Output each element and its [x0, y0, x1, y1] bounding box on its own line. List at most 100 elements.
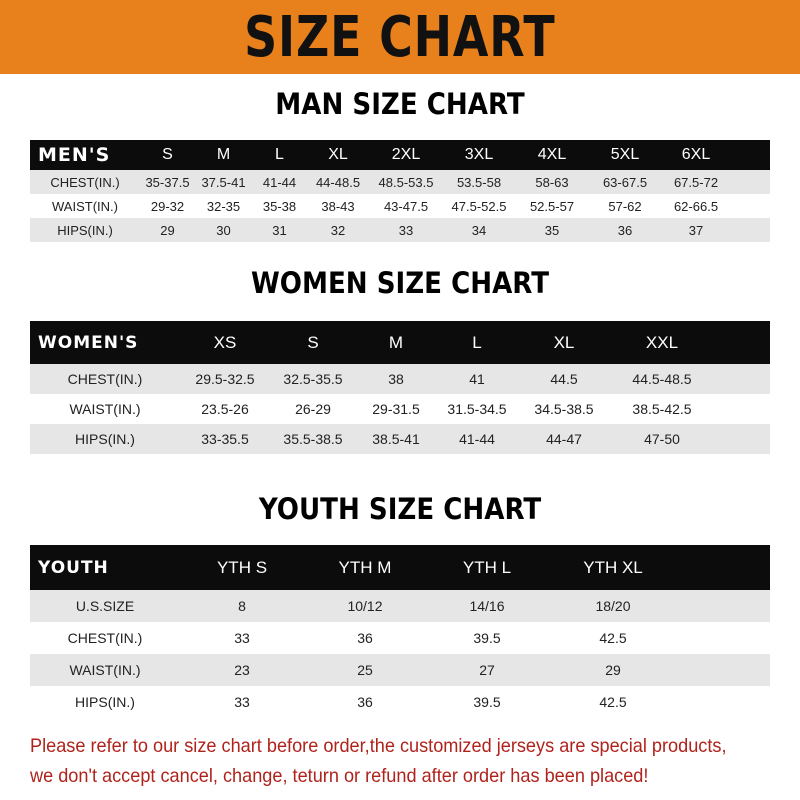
measure-value: 36: [304, 622, 426, 654]
measure-value: 29-32: [140, 194, 195, 218]
measure-value: 29.5-32.5: [180, 364, 270, 394]
measure-value: 53.5-58: [443, 170, 515, 194]
measure-value: 39.5: [426, 622, 548, 654]
measure-label: HIPS(IN.): [30, 424, 180, 454]
header-row: YOUTH YTH S YTH M YTH L YTH XL: [30, 545, 770, 590]
measure-value: 23: [180, 654, 304, 686]
size-header: YTH S: [180, 545, 304, 590]
measure-value: 27: [426, 654, 548, 686]
table-row: HIPS(IN.) 33 36 39.5 42.5: [30, 686, 770, 718]
measure-value: 30: [195, 218, 252, 242]
measure-value: 8: [180, 590, 304, 622]
row-spacer: [714, 364, 770, 394]
women-section-title: WOMEN SIZE CHART: [251, 266, 549, 300]
row-spacer: [714, 424, 770, 454]
header-row: WOMEN'S XS S M L XL XXL: [30, 321, 770, 364]
measure-value: 44.5: [518, 364, 610, 394]
measure-value: 23.5-26: [180, 394, 270, 424]
header-spacer: [731, 140, 770, 170]
measure-value: 39.5: [426, 686, 548, 718]
measure-label: HIPS(IN.): [30, 218, 140, 242]
size-header: M: [195, 140, 252, 170]
table-row: WAIST(IN.) 29-32 32-35 35-38 38-43 43-47.5 47.…: [30, 194, 770, 218]
table-row: HIPS(IN.) 29 30 31 32 33 34 35 36 37: [30, 218, 770, 242]
header-row: MEN'S S M L XL 2XL 3XL 4XL 5XL 6XL: [30, 140, 770, 170]
measure-value: 57-62: [589, 194, 661, 218]
measure-label: U.S.SIZE: [30, 590, 180, 622]
table-row: WAIST(IN.) 23 25 27 29: [30, 654, 770, 686]
measure-value: 62-66.5: [661, 194, 731, 218]
measure-value: 32: [307, 218, 369, 242]
measure-value: 41-44: [252, 170, 307, 194]
measure-value: 44-47: [518, 424, 610, 454]
row-spacer: [678, 590, 770, 622]
size-header: YTH L: [426, 545, 548, 590]
women-size-table: WOMEN'S XS S M L XL XXL CHEST(IN.) 29.5-32.5 32.5…: [30, 321, 770, 454]
measure-value: 14/16: [426, 590, 548, 622]
measure-value: 63-67.5: [589, 170, 661, 194]
size-header: S: [270, 321, 356, 364]
size-header: 6XL: [661, 140, 731, 170]
measure-value: 33-35.5: [180, 424, 270, 454]
measure-value: 36: [589, 218, 661, 242]
measure-value: 10/12: [304, 590, 426, 622]
measure-value: 52.5-57: [515, 194, 589, 218]
table-row: CHEST(IN.) 35-37.5 37.5-41 41-44 44-48.5 48.5…: [30, 170, 770, 194]
measure-value: 44-48.5: [307, 170, 369, 194]
measure-value: 26-29: [270, 394, 356, 424]
measure-value: 43-47.5: [369, 194, 443, 218]
measure-value: 42.5: [548, 622, 678, 654]
measure-value: 35.5-38.5: [270, 424, 356, 454]
size-header: XXL: [610, 321, 714, 364]
measure-value: 34.5-38.5: [518, 394, 610, 424]
measure-label: CHEST(IN.): [30, 364, 180, 394]
measure-value: 31: [252, 218, 307, 242]
youth-section-title: YOUTH SIZE CHART: [258, 492, 542, 526]
row-spacer: [731, 170, 770, 194]
measure-value: 36: [304, 686, 426, 718]
measure-value: 67.5-72: [661, 170, 731, 194]
table-row: HIPS(IN.) 33-35.5 35.5-38.5 38.5-41 41-44 44-…: [30, 424, 770, 454]
header-spacer: [714, 321, 770, 364]
measure-value: 33: [369, 218, 443, 242]
measure-value: 35: [515, 218, 589, 242]
measure-value: 37.5-41: [195, 170, 252, 194]
measure-value: 37: [661, 218, 731, 242]
size-header: 4XL: [515, 140, 589, 170]
measure-value: 31.5-34.5: [436, 394, 518, 424]
size-header: XS: [180, 321, 270, 364]
row-spacer: [678, 622, 770, 654]
row-spacer: [714, 394, 770, 424]
table-row: WAIST(IN.) 23.5-26 26-29 29-31.5 31.5-34.5 34…: [30, 394, 770, 424]
size-header: YTH M: [304, 545, 426, 590]
measure-value: 34: [443, 218, 515, 242]
measure-value: 18/20: [548, 590, 678, 622]
measure-label: CHEST(IN.): [30, 170, 140, 194]
size-header: S: [140, 140, 195, 170]
size-header: XL: [518, 321, 610, 364]
measure-value: 48.5-53.5: [369, 170, 443, 194]
measure-value: 41-44: [436, 424, 518, 454]
measure-value: 47.5-52.5: [443, 194, 515, 218]
row-spacer: [731, 194, 770, 218]
measure-value: 38-43: [307, 194, 369, 218]
size-header: L: [252, 140, 307, 170]
row-spacer: [678, 686, 770, 718]
notice-line-2: we don't accept cancel, change, teturn o…: [30, 765, 649, 787]
size-header: 5XL: [589, 140, 661, 170]
header-spacer: [678, 545, 770, 590]
measure-value: 47-50: [610, 424, 714, 454]
measure-value: 38.5-42.5: [610, 394, 714, 424]
measure-label: WAIST(IN.): [30, 194, 140, 218]
men-section-title: MAN SIZE CHART: [275, 87, 525, 121]
measure-value: 41: [436, 364, 518, 394]
measure-value: 33: [180, 622, 304, 654]
notice-line-1: Please refer to our size chart before or…: [30, 735, 727, 757]
category-label: YOUTH: [30, 545, 180, 590]
banner-title: SIZE CHART: [244, 4, 556, 70]
measure-value: 32-35: [195, 194, 252, 218]
measure-label: WAIST(IN.): [30, 394, 180, 424]
measure-value: 29: [140, 218, 195, 242]
size-header: XL: [307, 140, 369, 170]
measure-value: 38: [356, 364, 436, 394]
